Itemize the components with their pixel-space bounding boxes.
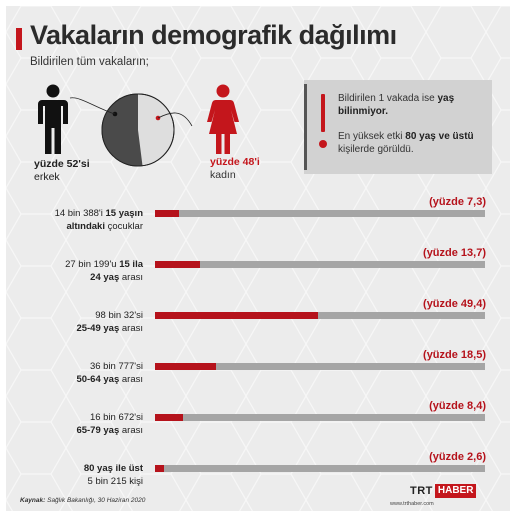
- bar: [155, 363, 216, 370]
- bar-category-label-part: 50-64 yaş: [76, 373, 120, 385]
- bar-category-label-part: çocuklar: [104, 220, 143, 232]
- bar: [155, 210, 180, 217]
- bar-category-label-part: arası: [119, 322, 143, 334]
- bar-percent-label: (yüzde 49,4): [423, 298, 486, 310]
- subtitle: Bildirilen tüm vakaların;: [30, 56, 149, 68]
- bar-category-label-part: 14 bin 388'i: [54, 208, 106, 219]
- bar-category-label-part: 80 yaş ile üst: [83, 463, 143, 474]
- title-accent: [16, 28, 22, 50]
- female-share-label: yüzde 48'i kadın: [210, 156, 260, 182]
- gender-pie-chart: [101, 93, 175, 167]
- female-person-icon: [207, 84, 239, 154]
- bar-category-label-part: 25-49 yaş: [76, 322, 120, 334]
- info-highest-impact: En yüksek etki 80 yaş ve üstü kişilerde …: [338, 131, 474, 155]
- male-share-label: yüzde 52'si erkek: [34, 158, 90, 184]
- male-share-text: erkek: [34, 171, 60, 183]
- female-share-value: yüzde 48'i: [210, 156, 260, 168]
- bar-track: [155, 414, 485, 421]
- bar-percent-label: (yüzde 2,6): [429, 451, 486, 463]
- info-unknown-age: Bildirilen 1 vakada ise yaş bilinmiyor.: [338, 93, 455, 117]
- bar: [155, 465, 164, 472]
- page-title: Vakaların demografik dağılımı: [30, 20, 397, 50]
- bar-category-label: 36 bin 777'si 50-64 yaş arası: [6, 361, 143, 386]
- pie-connector-lines: [69, 97, 193, 127]
- bar: [155, 261, 201, 268]
- source-note: Kaynak: Sağlık Bakanlığı, 30 Haziran 202…: [20, 497, 146, 504]
- bar-category-label: 14 bin 388'i 15 yaşın altındaki çocuklar: [6, 208, 143, 233]
- bar-category-label: 27 bin 199'u 15 ila 24 yaş arası: [6, 259, 143, 284]
- bar-category-label-part: altındaki: [66, 220, 105, 232]
- bar-track: [155, 363, 485, 370]
- bar-category-label-part: 16 bin 672'si: [89, 412, 143, 423]
- bar-track: [155, 312, 485, 319]
- bar-percent-label: (yüzde 18,5): [423, 349, 486, 361]
- pie-slice-male: [102, 94, 143, 166]
- bar-percent-label: (yüzde 13,7): [423, 247, 486, 259]
- bar: [155, 312, 318, 319]
- bar-category-label: 80 yaş ile üst 5 bin 215 kişi: [6, 463, 143, 488]
- bar-category-label-part: 27 bin 199'u: [65, 259, 120, 270]
- bar: [155, 414, 183, 421]
- male-person-icon: [38, 84, 68, 154]
- bar-category-label-part: 36 bin 777'si: [89, 361, 143, 372]
- bar-category-label-part: arası: [119, 424, 143, 436]
- trt-haber-logo: TRT HABER: [410, 484, 477, 498]
- bar-track: [155, 465, 485, 472]
- bar-category-label-part: 98 bin 32'si: [95, 310, 143, 321]
- logo-url: www.trthaber.com: [390, 501, 434, 507]
- bar-category-label-part: 24 yaş: [90, 271, 120, 283]
- male-share-value: yüzde 52'si: [34, 158, 90, 170]
- bar-category-label-part: 15 yaşın: [105, 208, 144, 219]
- infographic: Vakaların demografik dağılımı Bildirilen…: [6, 6, 510, 511]
- bar-category-label: 98 bin 32'si 25-49 yaş arası: [6, 310, 143, 335]
- female-share-text: kadın: [210, 169, 236, 181]
- bar-category-label-part: 65-79 yaş: [76, 424, 120, 436]
- bar-category-label-part: arası: [119, 271, 143, 283]
- bar-category-label-part: 5 bin 215 kişi: [87, 475, 143, 487]
- bar-category-label: 16 bin 672'si 65-79 yaş arası: [6, 412, 143, 437]
- bar-track: [155, 261, 485, 268]
- bar-category-label-part: 15 ila: [119, 259, 143, 270]
- bar-percent-label: (yüzde 8,4): [429, 400, 486, 412]
- bar-percent-label: (yüzde 7,3): [429, 196, 486, 208]
- info-box-rule: [304, 84, 307, 170]
- bar-category-label-part: arası: [119, 373, 143, 385]
- info-box: Bildirilen 1 vakada ise yaş bilinmiyor. …: [304, 80, 492, 174]
- bar-track: [155, 210, 485, 217]
